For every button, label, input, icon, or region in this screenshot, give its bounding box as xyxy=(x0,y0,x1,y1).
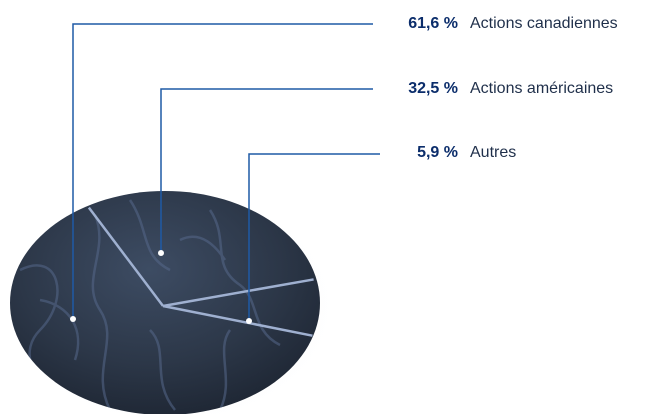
slice-border-line xyxy=(87,206,164,307)
leader-line xyxy=(72,23,373,319)
legend-row-actions-canadiennes: 61,6 % Actions canadiennes xyxy=(340,13,665,35)
legend-row-actions-americaines: 32,5 % Actions américaines xyxy=(340,78,665,100)
slice-border-line xyxy=(162,278,314,308)
slice-value-label: 5,9 % xyxy=(417,144,458,161)
legend-row-autres: 5,9 % Autres xyxy=(340,142,665,164)
leader-line xyxy=(160,88,373,253)
slice-name-label: Autres xyxy=(470,144,517,161)
pie-body xyxy=(10,191,320,414)
slice-border-line xyxy=(162,304,313,337)
slice-name-label: Actions canadiennes xyxy=(470,15,618,32)
slice-marker-dot xyxy=(70,316,76,322)
leader-line xyxy=(248,153,380,321)
slice-marker-dot xyxy=(246,318,252,324)
slice-value-label: 32,5 % xyxy=(408,80,458,97)
slice-marker-dot xyxy=(158,250,164,256)
slice-value-label: 61,6 % xyxy=(408,15,458,32)
slice-borders xyxy=(87,206,314,337)
slice-name-label: Actions américaines xyxy=(470,80,614,97)
leader-lines xyxy=(70,23,380,324)
